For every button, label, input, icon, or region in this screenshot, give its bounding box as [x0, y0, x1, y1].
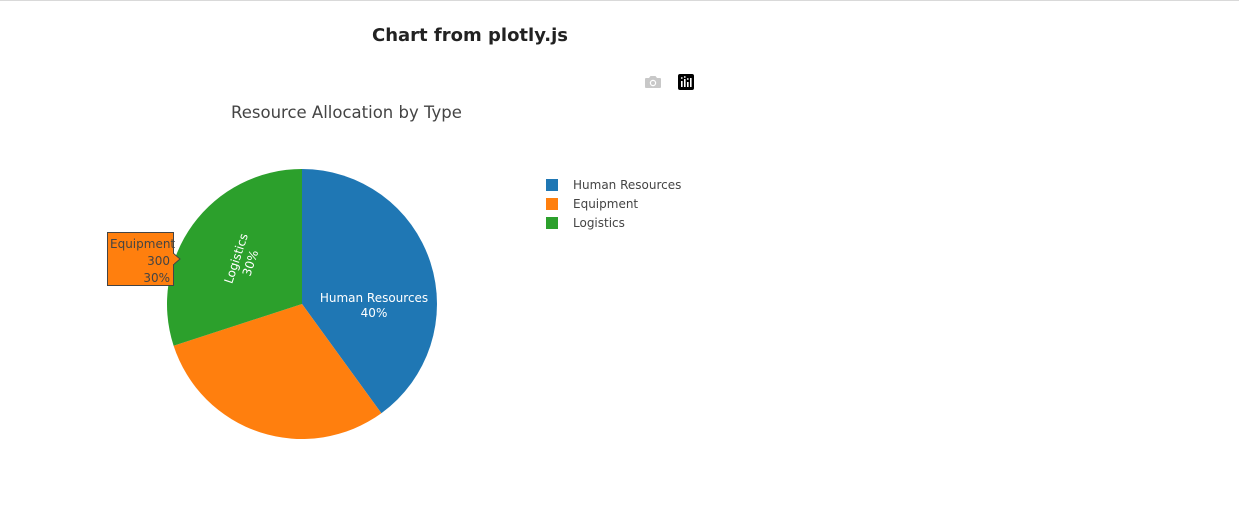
legend-swatch: [546, 197, 558, 210]
slice-label-name: Human Resources: [320, 291, 428, 305]
plotly-logo-button[interactable]: [676, 72, 696, 92]
legend-item-human-resources[interactable]: Human Resources: [546, 175, 681, 194]
chart-title: Resource Allocation by Type: [231, 103, 462, 122]
camera-icon: [645, 76, 661, 88]
legend-swatch: [546, 178, 558, 191]
hover-pointer: [173, 253, 181, 265]
page-title: Chart from plotly.js: [372, 25, 569, 46]
legend: Human Resources Equipment Logistics: [546, 175, 681, 232]
modebar: [643, 72, 696, 92]
pie-slice-equipment[interactable]: [173, 304, 382, 439]
hover-percent: 30%: [143, 271, 170, 285]
pie-slice-human-resources[interactable]: [302, 169, 437, 414]
legend-label: Equipment: [573, 196, 639, 211]
hover-label: Equipment: [110, 237, 176, 251]
legend-swatch: [546, 216, 558, 229]
legend-item-equipment[interactable]: Equipment: [546, 194, 681, 213]
slice-label-percent: 40%: [361, 306, 388, 320]
legend-label: Logistics: [573, 215, 625, 230]
plotly-logo-icon: [678, 74, 694, 90]
legend-item-logistics[interactable]: Logistics: [546, 213, 681, 232]
legend-label: Human Resources: [573, 177, 682, 192]
download-png-button[interactable]: [643, 72, 663, 92]
hover-value: 300: [147, 254, 170, 268]
pie-slice-logistics[interactable]: [166, 169, 302, 346]
hover-tooltip: Equipment 300 30%: [107, 232, 176, 286]
top-divider: [0, 0, 1239, 1]
